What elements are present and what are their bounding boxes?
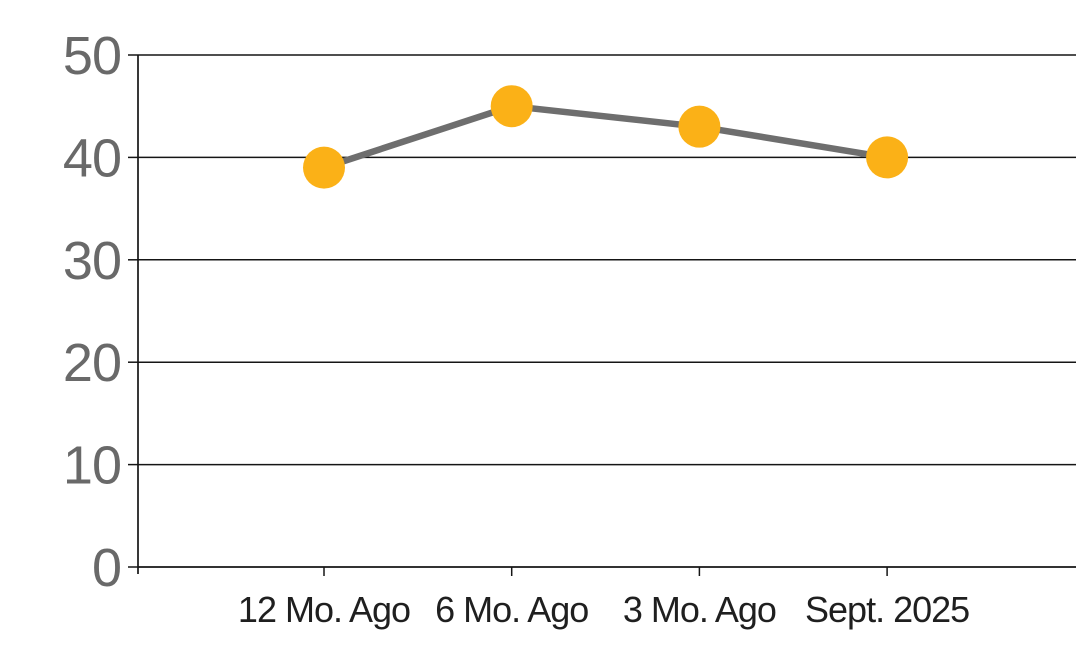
y-tick-label: 50 — [63, 26, 121, 86]
y-tick-label: 0 — [92, 538, 121, 598]
x-tick-label: Sept. 2025 — [805, 589, 969, 630]
y-tick-label: 30 — [63, 231, 121, 291]
y-tick-label: 20 — [63, 333, 121, 393]
x-tick-label: 3 Mo. Ago — [623, 589, 776, 630]
data-point-marker — [490, 85, 533, 128]
data-point-marker — [866, 136, 909, 179]
data-point-marker — [678, 105, 721, 148]
y-tick-label: 10 — [63, 436, 121, 496]
x-tick-label: 12 Mo. Ago — [238, 589, 410, 630]
x-tick-label: 6 Mo. Ago — [435, 589, 588, 630]
data-point-marker — [303, 146, 345, 189]
y-tick-label: 40 — [63, 128, 121, 188]
series-line — [322, 102, 888, 171]
